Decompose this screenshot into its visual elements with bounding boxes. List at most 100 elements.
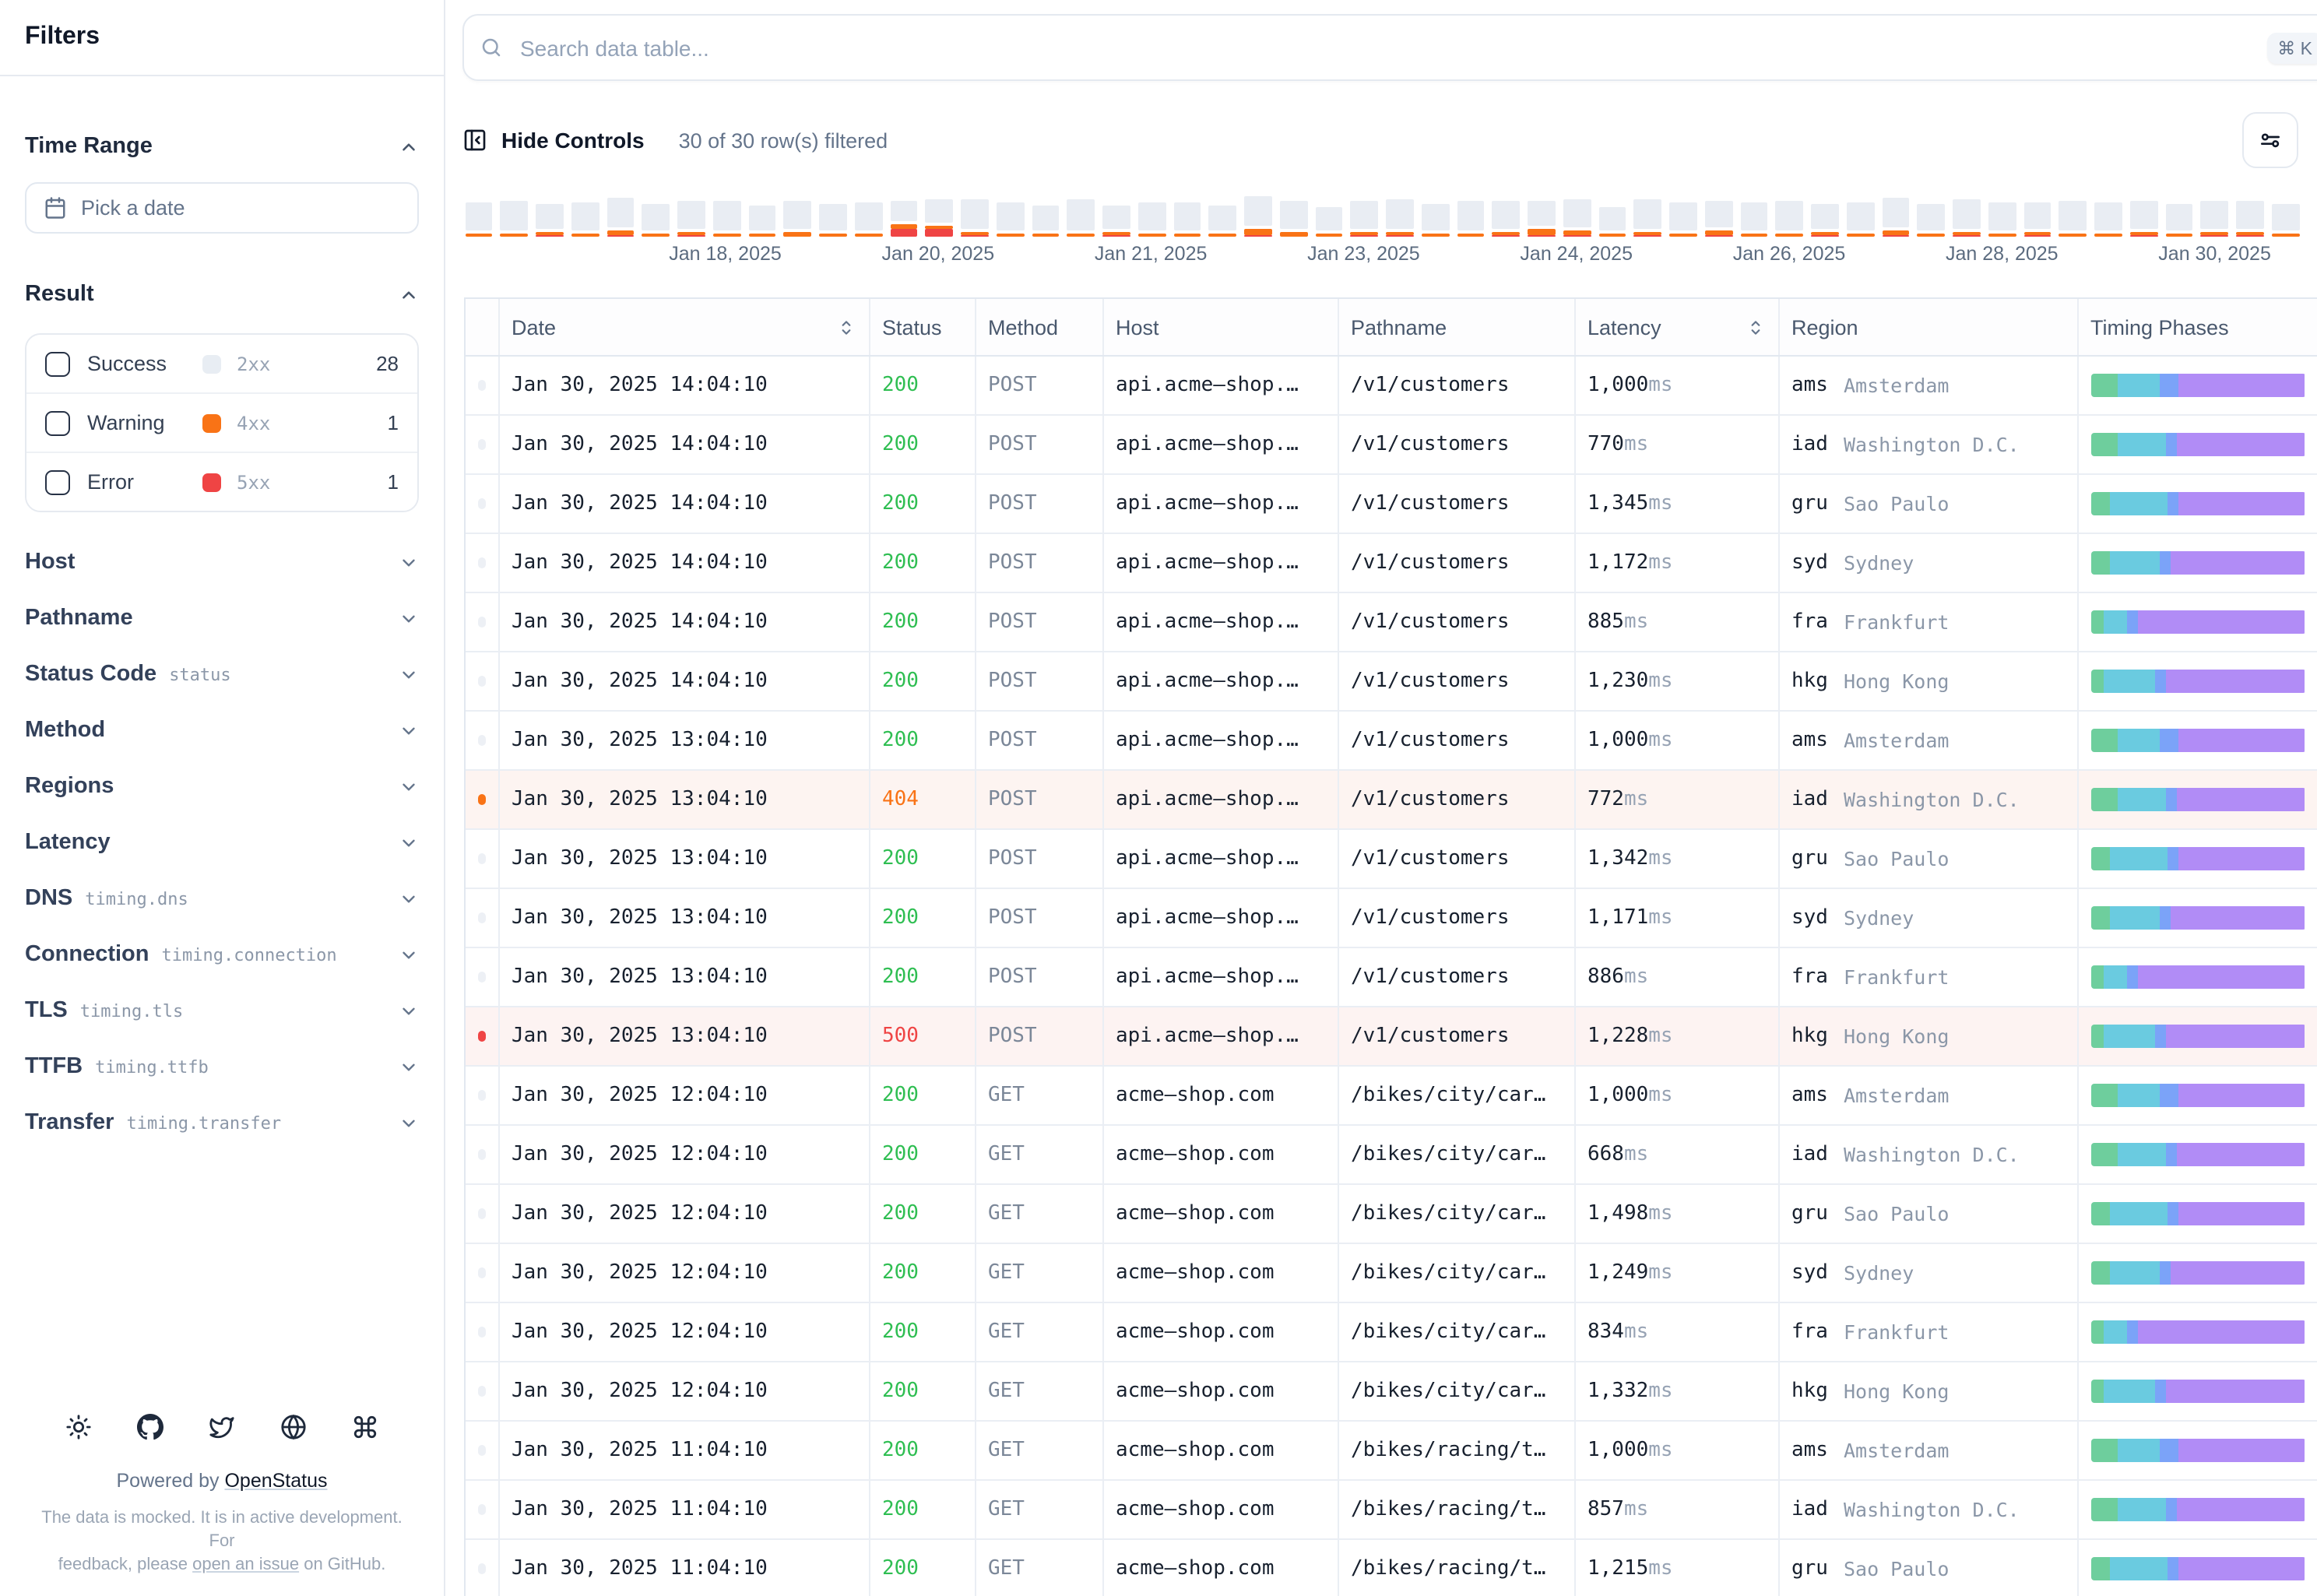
cell-method: GET	[976, 1362, 1103, 1420]
timeline-bar	[1988, 196, 2016, 237]
github-icon[interactable]	[137, 1414, 163, 1440]
cell-method: POST	[976, 1007, 1103, 1065]
hide-controls-button[interactable]: Hide Controls	[462, 128, 645, 153]
cell-status: 200	[870, 652, 976, 710]
cell-host: acme–shop.com	[1103, 1481, 1338, 1538]
column-header-latency[interactable]: Latency	[1575, 299, 1779, 355]
table-row[interactable]: Jan 30, 2025 14:04:10 200 POST api.acme–sho…	[465, 593, 2317, 652]
column-header-host[interactable]: Host	[1103, 299, 1338, 355]
result-section-toggle[interactable]: Result	[25, 271, 419, 318]
row-level-marker-cell	[465, 830, 499, 888]
table-row[interactable]: Jan 30, 2025 14:04:10 200 POST api.acme–sho…	[465, 357, 2317, 416]
table-row[interactable]: Jan 30, 2025 12:04:10 200 GET acme–shop.com…	[465, 1067, 2317, 1126]
row-level-marker	[477, 852, 485, 865]
filter-accordion-host[interactable]: Host	[25, 534, 419, 590]
row-level-marker	[477, 971, 485, 983]
filter-accordion-method[interactable]: Method	[25, 702, 419, 758]
table-row[interactable]: Jan 30, 2025 14:04:10 200 POST api.acme–sho…	[465, 475, 2317, 534]
cell-region: ams Amsterdam	[1779, 712, 2078, 769]
table-row[interactable]: Jan 30, 2025 12:04:10 200 GET acme–shop.com…	[465, 1126, 2317, 1185]
filter-accordion-pathname[interactable]: Pathname	[25, 590, 419, 646]
checkbox[interactable]	[45, 410, 70, 435]
table-row[interactable]: Jan 30, 2025 14:04:10 200 POST api.acme–sho…	[465, 652, 2317, 712]
cell-pathname: /v1/customers	[1338, 889, 1575, 947]
cell-timing-phases	[2078, 475, 2317, 533]
table-row[interactable]: Jan 30, 2025 12:04:10 200 GET acme–shop.com…	[465, 1303, 2317, 1362]
table-row[interactable]: Jan 30, 2025 12:04:10 200 GET acme–shop.com…	[465, 1244, 2317, 1303]
openstatus-link[interactable]: OpenStatus	[224, 1470, 328, 1492]
filter-accordion-tls[interactable]: TLS timing.tls	[25, 983, 419, 1039]
column-header-pathname[interactable]: Pathname	[1338, 299, 1575, 355]
filter-accordion-ttfb[interactable]: TTFB timing.ttfb	[25, 1039, 419, 1095]
column-header-timing-phases[interactable]: Timing Phases	[2090, 315, 2229, 339]
timing-phases-bar	[2090, 610, 2305, 634]
twitter-icon[interactable]	[209, 1414, 235, 1440]
column-header-region[interactable]: Region	[1779, 299, 2078, 355]
row-level-marker	[477, 1148, 485, 1161]
result-option-error[interactable]: Error 5xx 1	[26, 453, 417, 511]
timeline-bar	[571, 196, 599, 237]
cell-region: ams Amsterdam	[1779, 357, 2078, 414]
command-icon[interactable]	[352, 1414, 378, 1440]
cell-latency: 1,172 ms	[1575, 534, 1779, 592]
row-level-marker-cell	[465, 1067, 499, 1124]
column-header-status[interactable]: Status	[870, 299, 976, 355]
cell-method: GET	[976, 1303, 1103, 1361]
powered-by: Powered by OpenStatus	[116, 1470, 328, 1492]
checkbox[interactable]	[45, 351, 70, 376]
status-color-chip	[202, 354, 221, 373]
row-level-marker-cell	[465, 771, 499, 828]
table-row[interactable]: Jan 30, 2025 12:04:10 200 GET acme–shop.com…	[465, 1362, 2317, 1422]
chevron-down-icon	[399, 720, 419, 740]
cell-host: api.acme–shop.…	[1103, 712, 1338, 769]
cell-latency: 1,342 ms	[1575, 830, 1779, 888]
table-row[interactable]: Jan 30, 2025 13:04:10 200 POST api.acme–sho…	[465, 830, 2317, 889]
table-row[interactable]: Jan 30, 2025 13:04:10 404 POST api.acme–sho…	[465, 771, 2317, 830]
cell-pathname: /bikes/city/car…	[1338, 1244, 1575, 1302]
row-level-marker-cell	[465, 593, 499, 651]
column-header-date[interactable]: Date	[499, 299, 870, 355]
timing-phases-bar	[2090, 1084, 2305, 1107]
checkbox[interactable]	[45, 469, 70, 494]
table-row[interactable]: Jan 30, 2025 13:04:10 500 POST api.acme–sho…	[465, 1007, 2317, 1067]
filter-accordion-dns[interactable]: DNS timing.dns	[25, 870, 419, 926]
cell-date: Jan 30, 2025 11:04:10	[499, 1481, 870, 1538]
result-option-success[interactable]: Success 2xx 28	[26, 335, 417, 394]
cell-latency: 1,000 ms	[1575, 1067, 1779, 1124]
column-header-method[interactable]: Method	[976, 299, 1103, 355]
search-icon	[480, 36, 503, 59]
filter-accordion-status-code[interactable]: Status Code status	[25, 646, 419, 702]
cell-status: 200	[870, 948, 976, 1006]
date-picker-button[interactable]: Pick a date	[25, 182, 419, 234]
view-options-button[interactable]	[2242, 112, 2298, 168]
table-row[interactable]: Jan 30, 2025 11:04:10 200 GET acme–shop.com…	[465, 1481, 2317, 1540]
table-row[interactable]: Jan 30, 2025 11:04:10 200 GET acme–shop.com…	[465, 1540, 2317, 1596]
cell-status: 500	[870, 1007, 976, 1065]
cell-method: POST	[976, 712, 1103, 769]
table-row[interactable]: Jan 30, 2025 13:04:10 200 POST api.acme–sho…	[465, 712, 2317, 771]
sort-icon[interactable]	[1745, 317, 1765, 337]
filter-accordion-regions[interactable]: Regions	[25, 758, 419, 814]
globe-icon[interactable]	[280, 1414, 307, 1440]
search-input[interactable]	[517, 33, 2267, 62]
filter-accordion-transfer[interactable]: Transfer timing.transfer	[25, 1095, 419, 1151]
table-row[interactable]: Jan 30, 2025 13:04:10 200 POST api.acme–sho…	[465, 948, 2317, 1007]
filter-accordion-latency[interactable]: Latency	[25, 814, 419, 870]
table-row[interactable]: Jan 30, 2025 11:04:10 200 GET acme–shop.com…	[465, 1422, 2317, 1481]
sort-icon[interactable]	[835, 317, 856, 337]
open-issue-link[interactable]: open an issue	[192, 1556, 300, 1574]
sun-icon[interactable]	[65, 1414, 92, 1440]
result-option-warning[interactable]: Warning 4xx 1	[26, 394, 417, 453]
row-level-marker-cell	[465, 357, 499, 414]
filter-accordion-connection[interactable]: Connection timing.connection	[25, 926, 419, 983]
table-row[interactable]: Jan 30, 2025 14:04:10 200 POST api.acme–sho…	[465, 416, 2317, 475]
time-range-section-toggle[interactable]: Time Range	[25, 123, 419, 170]
cell-date: Jan 30, 2025 11:04:10	[499, 1540, 870, 1596]
table-row[interactable]: Jan 30, 2025 13:04:10 200 POST api.acme–sho…	[465, 889, 2317, 948]
timeline-chart[interactable]	[465, 196, 2299, 237]
cell-latency: 772 ms	[1575, 771, 1779, 828]
table-row[interactable]: Jan 30, 2025 12:04:10 200 GET acme–shop.com…	[465, 1185, 2317, 1244]
timeline-bar	[1421, 196, 1449, 237]
cell-date: Jan 30, 2025 14:04:10	[499, 475, 870, 533]
table-row[interactable]: Jan 30, 2025 14:04:10 200 POST api.acme–sho…	[465, 534, 2317, 593]
